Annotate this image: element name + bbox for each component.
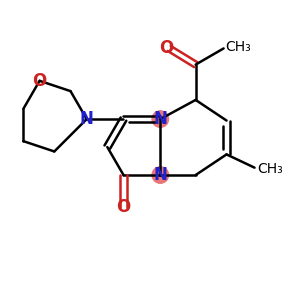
Circle shape [152, 111, 169, 127]
Text: CH₃: CH₃ [225, 40, 251, 54]
Text: O: O [159, 39, 173, 57]
Text: N: N [153, 110, 167, 128]
Text: N: N [153, 166, 167, 184]
Text: O: O [32, 72, 47, 90]
Circle shape [152, 167, 169, 183]
Text: CH₃: CH₃ [257, 162, 283, 176]
Text: N: N [80, 110, 94, 128]
Text: O: O [116, 198, 130, 216]
